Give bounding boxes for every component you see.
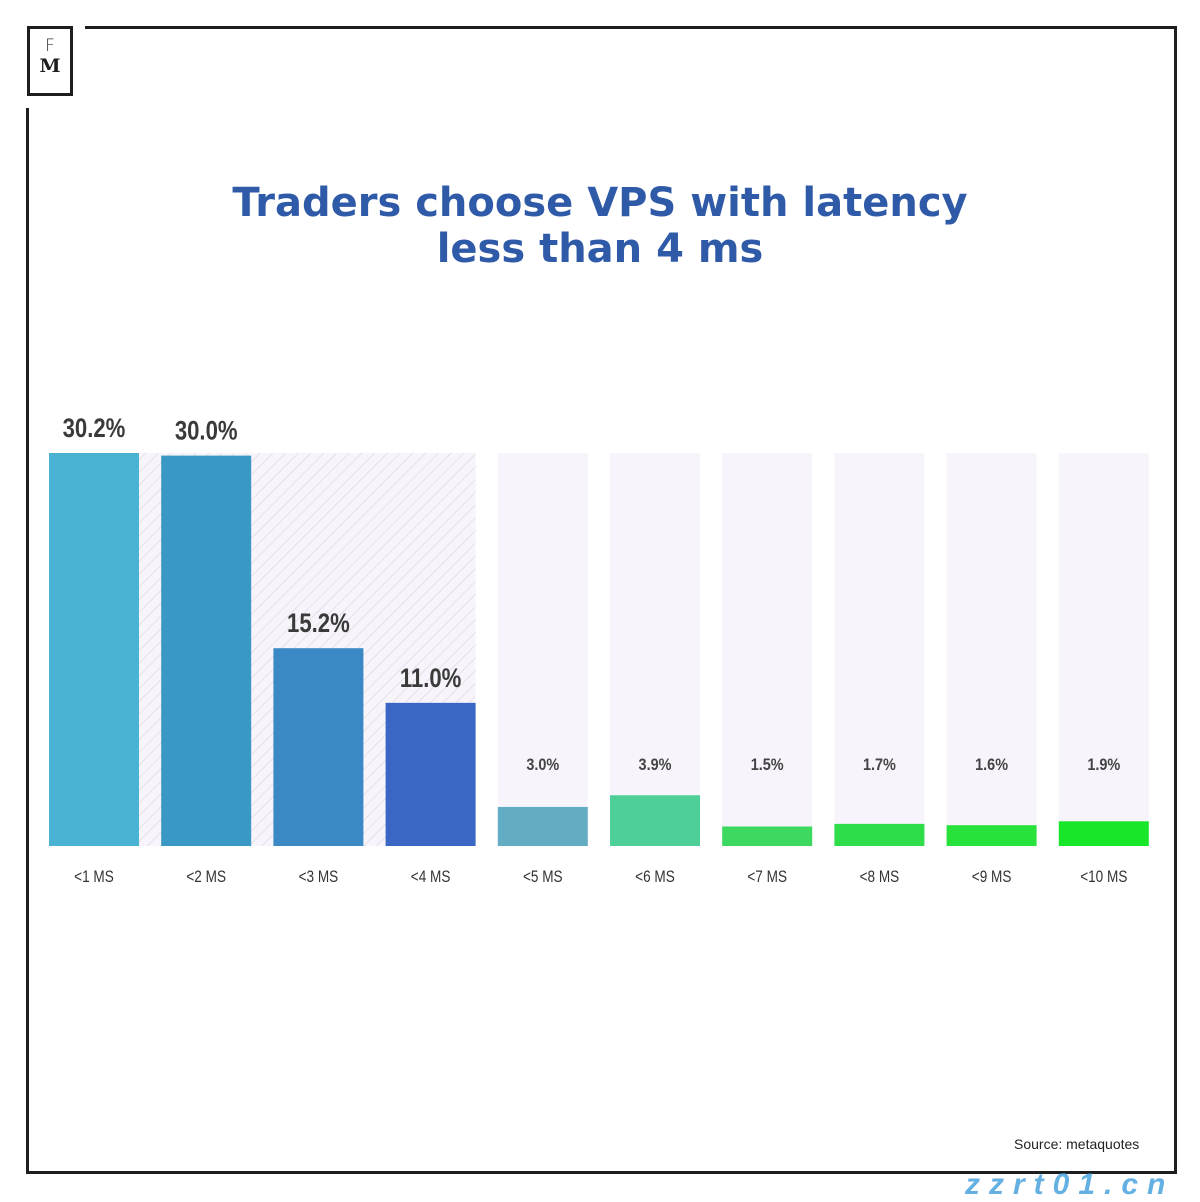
title-line-1: Traders choose VPS with latency <box>232 180 968 226</box>
logo-letter-f: F <box>45 36 55 56</box>
source-note: Source: metaquotes <box>1014 1136 1140 1152</box>
frame-bottom <box>26 1171 1177 1174</box>
bar <box>273 648 364 846</box>
data-label: 3.0% <box>526 756 559 774</box>
bar-track <box>1058 453 1149 846</box>
bar-track <box>946 453 1037 846</box>
fm-logo: F M <box>27 26 73 96</box>
category-label: <7 MS <box>747 868 787 887</box>
category-label: <5 MS <box>523 868 563 887</box>
bar-track <box>610 453 700 846</box>
bar <box>497 806 588 846</box>
bar-track <box>834 453 925 846</box>
bar-track <box>497 453 588 846</box>
bar <box>1058 821 1149 846</box>
bar <box>834 823 925 846</box>
bar <box>49 453 139 846</box>
category-label: <8 MS <box>860 868 900 887</box>
category-label: <4 MS <box>411 868 451 887</box>
bar <box>161 455 252 846</box>
data-label: 1.9% <box>1087 756 1120 774</box>
bar-track <box>722 453 813 846</box>
title-line-2: less than 4 ms <box>436 226 764 272</box>
category-label: <2 MS <box>186 868 226 887</box>
data-label: 30.2% <box>63 414 126 444</box>
data-label: 11.0% <box>400 664 462 694</box>
category-label: <9 MS <box>972 868 1012 887</box>
bar <box>610 795 700 846</box>
data-label: 3.9% <box>639 756 672 774</box>
bar <box>946 825 1037 846</box>
category-label: <6 MS <box>635 868 675 887</box>
category-label: <3 MS <box>299 868 339 887</box>
data-label: 1.5% <box>751 756 784 774</box>
frame-top <box>85 26 1177 29</box>
data-label: 15.2% <box>287 609 350 639</box>
data-label: 1.7% <box>863 756 896 774</box>
bar <box>385 702 476 846</box>
data-label: 30.0% <box>175 417 238 447</box>
bar <box>722 826 813 846</box>
frame-left <box>26 108 29 1174</box>
watermark: zzrt01.cn <box>965 1168 1175 1201</box>
category-label: <1 MS <box>74 868 114 887</box>
logo-letter-m: M <box>39 55 61 77</box>
chart-title: Traders choose VPS with latency less tha… <box>0 180 1200 272</box>
category-label: <10 MS <box>1080 868 1127 887</box>
data-label: 1.6% <box>975 756 1008 774</box>
frame-right <box>1174 26 1177 1174</box>
